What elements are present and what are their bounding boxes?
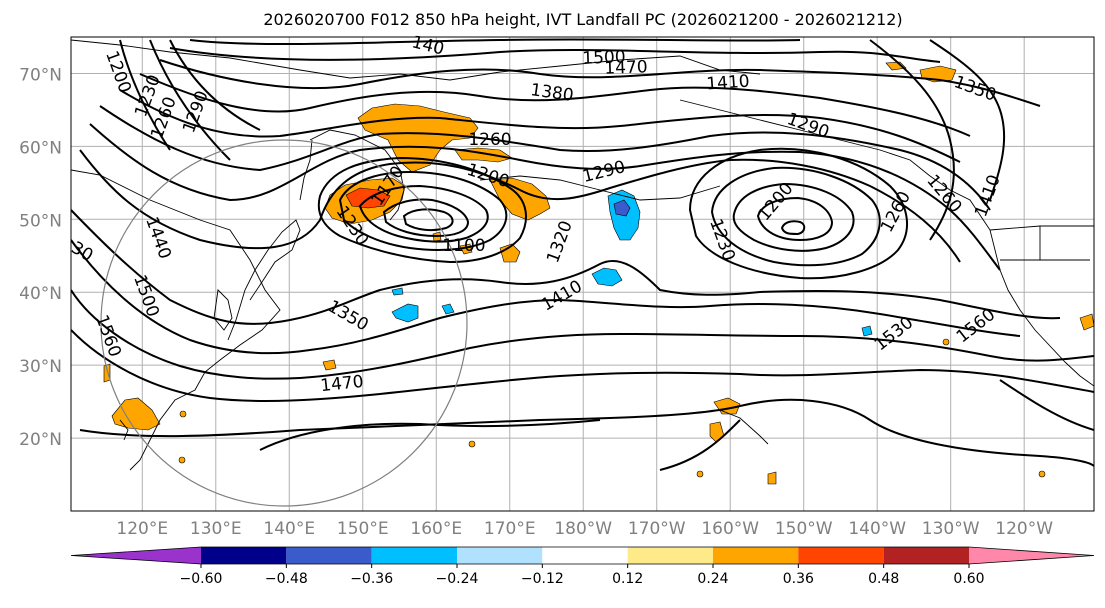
latitude-label: 50°N [19,211,62,231]
coastline-kamchatka [309,129,405,221]
contour-label: 1470 [319,372,364,396]
ivt-positive-patch-taiwan [111,397,161,431]
latitude-label: 20°N [19,430,62,450]
longitude-label: 140°E [263,519,315,539]
coastline-japan [227,219,301,341]
colorbar-box [798,547,884,564]
colorbar-min-extension [71,547,201,564]
longitude-label: 180°W [554,519,612,539]
longitude-label: 140°W [848,519,906,539]
ivt-dot5 [179,410,187,418]
ivt-positive-patch-uscoast [1079,313,1094,331]
latitude-label: 40°N [19,284,62,304]
longitude-label: 170°E [484,519,536,539]
ivt-negative-patch-small3 [391,287,404,296]
longitude-label: 130°E [190,519,242,539]
ivt-positive-patch-small-south2 [103,363,111,383]
ivt-negative-patch-south [591,267,623,287]
coastline-korea [213,289,233,331]
colorbar-tick-label: 0.24 [697,571,728,587]
ivt-negative-core [613,199,631,217]
colorbar-tick-label: 0.48 [868,571,899,587]
colorbar: −0.60 −0.48 −0.36 −0.24 −0.12 0.12 0.24 0.36 0.4… [70,546,1095,587]
longitude-label: 120°W [995,519,1053,539]
ivt-negative-patch-small1 [391,303,419,323]
target-region-circle [100,139,468,507]
coastline-sakhalin [299,139,313,201]
ivt-positive-patch-small-south1 [322,359,337,371]
colorbar-tick-label: −0.24 [436,571,479,587]
colorbar-max-extension [969,547,1094,564]
latitude-label: 60°N [19,138,62,158]
colorbar-box [627,547,713,564]
coastline-siberia-north [71,39,761,81]
ivt-positive-patch-small1 [499,243,521,263]
ivt-dot3 [1038,470,1046,478]
map-area [71,37,1094,511]
latitude-label: 70°N [19,65,62,85]
longitude-label: 160°W [701,519,759,539]
contour-label: 1470 [604,57,648,78]
ivt-dot4 [178,456,186,464]
height-contours [71,38,1094,471]
coastlines [71,39,1094,471]
contour-label: 1260 [468,130,511,150]
colorbar-tick-label: −0.48 [265,571,308,587]
ivt-dot2 [696,470,704,478]
borders-na [989,225,1094,261]
latitude-label: 30°N [19,357,62,377]
contour-label: 1410 [706,72,751,95]
colorbar-box [286,547,372,564]
colorbar-tick-label: −0.60 [180,571,223,587]
longitude-label: 120°E [116,519,168,539]
longitude-label: 150°W [775,519,833,539]
longitude-labels: 120°E 130°E 140°E 150°E 160°E 170°E 180°W 170°W… [116,519,1053,539]
colorbar-tick-label: 0.36 [783,571,814,587]
coastline-na-west [989,229,1094,387]
ivt-negative-patch-small2 [441,303,455,315]
contour-label: 1100 [442,236,485,256]
colorbar-box [457,547,543,564]
latitude-labels: 70°N 60°N 50°N 40°N 30°N 20°N [19,65,62,450]
map-border [70,36,1095,512]
coastline-hawaii [719,409,769,445]
coastline-taiwan [119,419,129,441]
coastline-aleutians [479,175,721,201]
ivt-negative-patch-small4 [861,325,873,337]
colorbar-tick-label: 0.12 [612,571,643,587]
ivt-dot1 [468,440,476,448]
ivt-positive-patch-small-south3 [767,471,777,485]
colorbar-box [883,547,969,564]
longitude-label: 130°W [922,519,980,539]
longitude-label: 170°W [628,519,686,539]
longitude-label: 150°E [337,519,389,539]
ivt-dot6 [942,338,950,346]
colorbar-box [201,547,287,564]
ivt-positive-patch-alaska2 [885,61,907,71]
ivt-positive-patch-kamchatka [357,103,479,173]
contour-label: 1500 [582,47,626,68]
colorbar-box [371,547,457,564]
coastline-asia [71,169,281,471]
colorbar-box [542,547,628,564]
colorbar-box [713,547,799,564]
coastline-alaska [679,99,991,231]
map-title: 2026020700 F012 850 hPa height, IVT Land… [263,10,902,29]
colorbar-tick-label: −0.36 [350,571,393,587]
colorbar-tick-label: −0.12 [521,571,564,587]
colorbar-tick-label: 0.60 [953,571,984,587]
longitude-label: 160°E [410,519,462,539]
